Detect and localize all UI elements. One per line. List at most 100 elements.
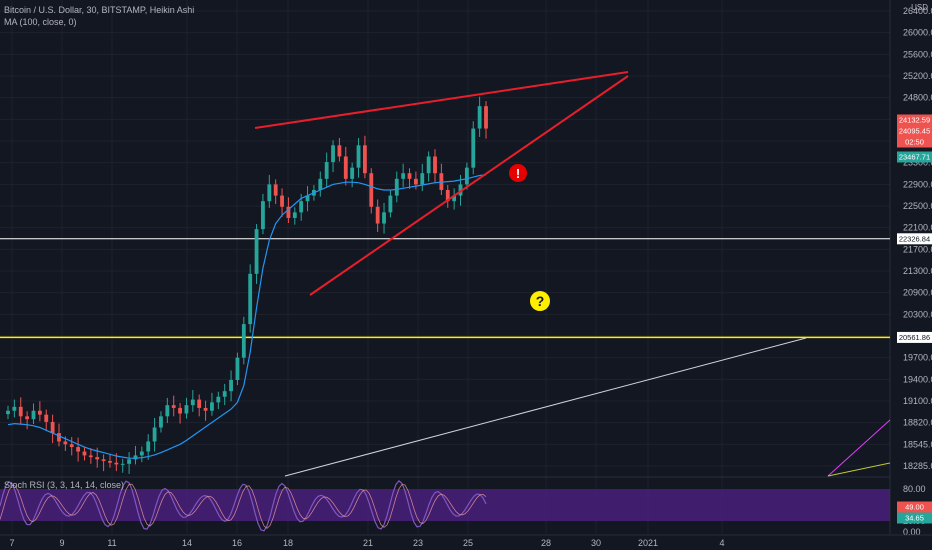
candle-body [139, 451, 144, 456]
warning-marker-text: ! [516, 166, 520, 181]
candle-body [337, 145, 342, 157]
time-tick-label: 25 [463, 538, 473, 548]
candle-body [159, 416, 163, 428]
candle-body [292, 212, 297, 218]
price-tick-label: 21300.00 [903, 266, 932, 276]
candle-body [229, 380, 233, 392]
price-tick-label: 24800.00 [903, 93, 932, 103]
time-tick-label: 7 [9, 538, 14, 548]
candle-body [114, 462, 119, 465]
candle-body [273, 184, 278, 196]
wedge-lower-line [309, 75, 629, 296]
candle-body [305, 195, 310, 202]
time-tick-label: 21 [363, 538, 373, 548]
candle-body [433, 156, 437, 174]
candle-body [318, 178, 323, 190]
stoch-badge [897, 501, 932, 513]
time-tick-label: 2021 [638, 538, 658, 548]
candle-body [127, 459, 132, 464]
candle-body [69, 444, 74, 448]
candle-body [254, 229, 259, 274]
candle-body [464, 167, 469, 185]
fib-line-yellow [827, 462, 891, 477]
price-tick-label: 25200.00 [903, 71, 932, 81]
price-tick-label: 19700.00 [903, 353, 932, 363]
price-badge [897, 151, 932, 163]
price-axis [890, 0, 932, 550]
candle-body [178, 407, 182, 414]
candle-body [12, 406, 17, 411]
symbol-legend: Bitcoin / U.S. Dollar, 30, BITSTAMP, Hei… [4, 5, 195, 15]
candle-body [426, 156, 431, 174]
candle-body [18, 406, 23, 417]
question-marker-text: ? [536, 293, 545, 309]
time-tick-label: 18 [283, 538, 293, 548]
candle-body [146, 441, 151, 452]
candle-body [484, 106, 488, 129]
candle-body [286, 206, 291, 218]
candle-body [37, 410, 42, 415]
candle-body [382, 212, 386, 224]
stoch-tick-label: 0.00 [903, 527, 921, 537]
candle-body [63, 441, 68, 445]
candle-body [331, 145, 335, 163]
time-tick-label: 14 [182, 538, 192, 548]
moving-average-line [7, 174, 487, 459]
stoch-tick-label: 80.00 [903, 484, 926, 494]
price-tick-label: 20900.00 [903, 288, 932, 298]
time-tick-label: 16 [232, 538, 242, 548]
price-badge [897, 233, 932, 245]
candle-body [394, 178, 399, 196]
price-tick-label: 26000.00 [903, 28, 932, 38]
candle-body [267, 184, 272, 202]
price-tick-label: 19400.00 [903, 374, 932, 384]
price-badge [897, 114, 932, 126]
candle-body [120, 463, 125, 465]
price-badge-label: 22326.84 [899, 234, 930, 243]
candle-body [203, 407, 208, 411]
candle-body [222, 391, 227, 397]
price-badge-label: 20561.86 [899, 333, 930, 342]
candle-body [420, 173, 425, 185]
question-marker-icon [530, 291, 550, 311]
time-tick-label: 30 [591, 538, 601, 548]
candle-body [108, 461, 112, 463]
price-badge [897, 136, 932, 148]
candle-body [248, 273, 253, 325]
candle-body [57, 433, 61, 442]
price-tick-label: 21700.00 [903, 244, 932, 254]
price-tick-label: 20300.00 [903, 309, 932, 319]
candle-body [407, 173, 412, 179]
price-tick-label: 22900.00 [903, 179, 932, 189]
price-badge-label: 24095.45 [899, 127, 930, 136]
price-tick-label: 18820.00 [903, 418, 932, 428]
candle-body [210, 402, 214, 411]
candle-body [190, 399, 195, 406]
price-badge-label: 24132.59 [899, 116, 930, 125]
candle-body [44, 414, 49, 422]
candle-body [369, 173, 374, 207]
warning-marker-icon [509, 164, 527, 182]
candle-body [280, 195, 284, 207]
stoch-badge-label: 34.65 [905, 514, 924, 523]
price-tick-label: 26400.00 [903, 6, 932, 16]
stoch-d-line [0, 483, 487, 529]
ma-legend: MA (100, close, 0) [4, 17, 77, 27]
candle-body [76, 447, 81, 452]
candle-body [401, 173, 406, 179]
time-tick-label: 9 [59, 538, 64, 548]
candle-body [25, 416, 30, 420]
stoch-k-line [0, 480, 487, 532]
candle-body [133, 455, 138, 460]
stoch-badge-label: 49.00 [905, 503, 924, 512]
trend-line [284, 337, 807, 477]
price-tick-label: 22500.00 [903, 201, 932, 211]
time-tick-label: 4 [719, 538, 724, 548]
candle-body [362, 145, 367, 174]
candle-body [197, 399, 202, 408]
candle-body [343, 156, 348, 179]
time-tick-label: 11 [107, 538, 116, 548]
candle-body [375, 206, 380, 224]
price-tick-label: 19100.00 [903, 396, 932, 406]
